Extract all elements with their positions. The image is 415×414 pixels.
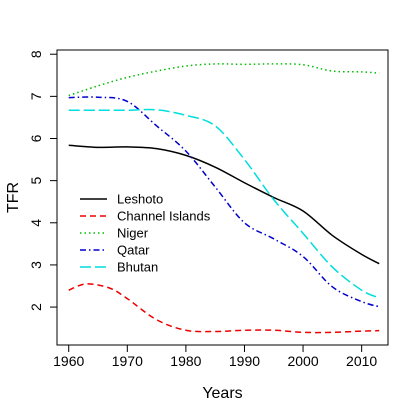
y-tick-label: 5 [28, 177, 44, 185]
y-tick-label: 4 [28, 219, 44, 227]
series-line-1 [68, 283, 380, 334]
series-line-2 [68, 63, 380, 97]
legend-label-4: Bhutan [117, 260, 158, 275]
series-layer [68, 63, 380, 334]
x-tick-label: 1970 [112, 353, 143, 369]
y-tick-label: 3 [28, 261, 44, 269]
series-line-3 [68, 96, 380, 308]
legend-label-0: Leshoto [117, 192, 163, 207]
x-axis-title: Years [202, 385, 242, 402]
x-tick-label: 1980 [170, 353, 201, 369]
y-tick-label: 2 [28, 303, 44, 311]
x-tick-label: 1960 [53, 353, 84, 369]
legend-label-1: Channel Islands [117, 209, 211, 224]
y-tick-label: 6 [28, 134, 44, 142]
y-axis: 2 3 4 5 6 7 8 [28, 50, 58, 311]
x-axis: 1960 1970 1980 1990 2000 2010 [53, 344, 377, 369]
x-tick-label: 1990 [229, 353, 260, 369]
legend: Leshoto Channel Islands Niger Qatar Bhutan [80, 192, 211, 275]
plot-frame [56, 49, 389, 346]
legend-label-2: Niger [117, 226, 149, 241]
x-tick-label: 2000 [287, 353, 318, 369]
series-line-0 [68, 144, 380, 265]
y-tick-label: 8 [28, 50, 44, 58]
y-axis-title: TFR [5, 182, 22, 213]
x-tick-label: 2010 [346, 353, 377, 369]
legend-label-3: Qatar [117, 243, 150, 258]
y-tick-label: 7 [28, 92, 44, 100]
series-line-4 [68, 108, 380, 299]
